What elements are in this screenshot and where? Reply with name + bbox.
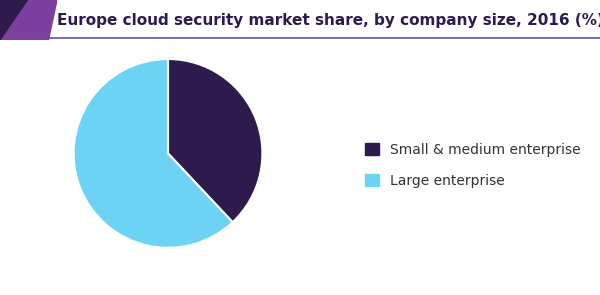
Polygon shape xyxy=(0,0,57,40)
Legend: Small & medium enterprise, Large enterprise: Small & medium enterprise, Large enterpr… xyxy=(365,143,581,188)
Text: Europe cloud security market share, by company size, 2016 (%): Europe cloud security market share, by c… xyxy=(56,13,600,28)
Wedge shape xyxy=(168,59,262,222)
Polygon shape xyxy=(0,0,28,40)
Wedge shape xyxy=(74,59,233,248)
